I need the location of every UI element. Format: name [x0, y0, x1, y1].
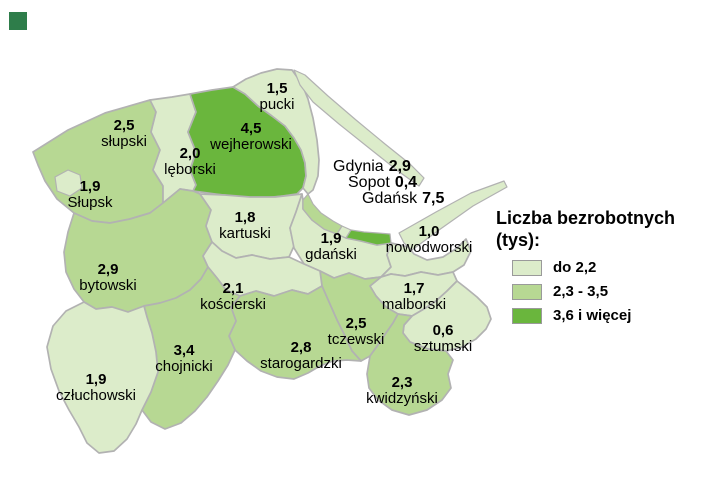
label-kwidzynski: 2,3 kwidzyński: [366, 374, 438, 407]
label-gdansk: Gdańsk 7,5: [362, 190, 445, 207]
label-chojnicki: 3,4 chojnicki: [155, 342, 213, 375]
legend-title: Liczba bezrobotnych (tys):: [496, 208, 676, 250]
label-koscierski: 2,1 kościerski: [200, 280, 266, 313]
label-leborski: 2,0 lęborski: [164, 145, 216, 178]
legend: Liczba bezrobotnych (tys): do 2,2 2,3 - …: [496, 207, 710, 324]
label-slupsk: 1,9 Słupsk: [67, 178, 113, 211]
legend-swatch-high: [512, 307, 542, 324]
label-starogardzki: 2,8 starogardzki: [260, 339, 342, 372]
label-sztumski: 0,6 sztumski: [413, 322, 473, 355]
region-gdansk-city: [345, 229, 392, 246]
label-czluchowski: 1,9 człuchowski: [55, 371, 137, 404]
hel-peninsula: [293, 69, 425, 187]
label-malborski: 1,7 malborski: [381, 280, 447, 313]
label-wejherowski: 4,5 wejherowski: [210, 120, 292, 153]
label-kartuski: 1,8 kartuski: [219, 209, 271, 242]
label-slupski: 2,5 słupski: [101, 117, 147, 150]
region-kwidzynski: [366, 313, 454, 416]
label-tczewski: 2,5 tczewski: [327, 315, 385, 348]
label-gdanski: 1,9 gdański: [305, 230, 357, 263]
legend-swatch-low: [512, 259, 542, 276]
region-czluchowski: [46, 301, 159, 454]
corner-mark: [9, 12, 27, 30]
label-nowodworski: 1,0 nowodworski: [385, 223, 473, 256]
legend-item-mid: 2,3 - 3,5: [496, 283, 710, 300]
legend-item-high: 3,6 i więcej: [496, 307, 710, 324]
vistula-spit: [398, 180, 508, 251]
region-starogardzki: [228, 285, 362, 380]
label-pucki: 1,5 pucki: [259, 80, 295, 113]
legend-swatch-mid: [512, 283, 542, 300]
region-pucki: [232, 68, 320, 195]
label-gdynia: Gdynia 2,9: [333, 158, 411, 175]
label-bytowski: 2,9 bytowski: [79, 261, 137, 294]
region-slupsk-city: [54, 169, 83, 197]
label-sopot: Sopot 0,4: [348, 174, 418, 191]
legend-item-low: do 2,2: [496, 259, 710, 276]
